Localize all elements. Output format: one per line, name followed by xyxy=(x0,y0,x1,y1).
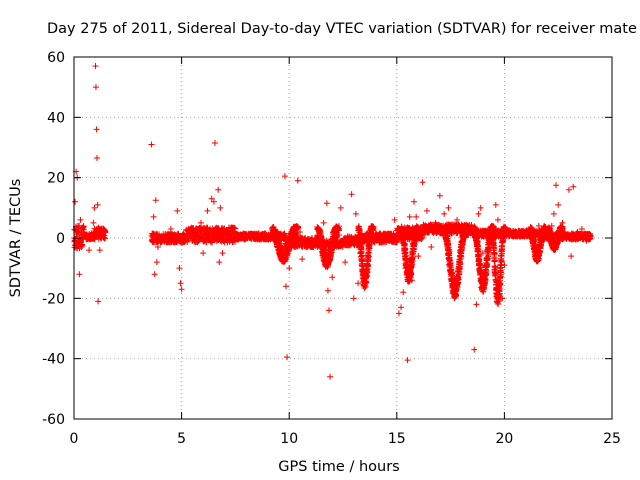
data-point xyxy=(102,235,109,242)
data-point xyxy=(80,226,87,233)
data-point xyxy=(232,225,239,232)
data-point xyxy=(74,228,81,235)
data-points xyxy=(71,63,594,380)
chart-title: Day 275 of 2011, Sidereal Day-to-day VTE… xyxy=(47,21,637,37)
data-point xyxy=(102,229,109,236)
data-point xyxy=(74,229,81,236)
data-point xyxy=(79,242,86,249)
